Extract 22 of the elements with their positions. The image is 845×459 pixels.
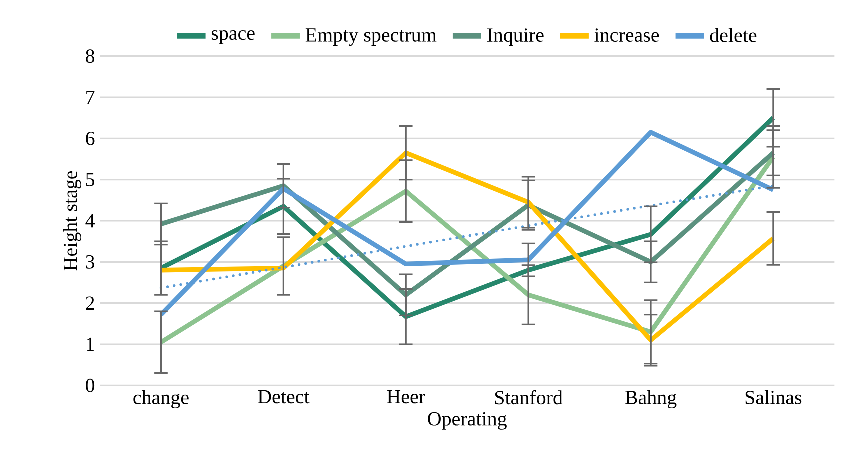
x-axis-title: Operating [428, 412, 507, 430]
y-tick-label: 1 [87, 338, 94, 352]
x-tick-label: Salinas [746, 390, 802, 404]
x-tick-label: Heer [387, 390, 426, 404]
legend-label: space [212, 30, 255, 44]
legend-label: delete [710, 28, 757, 42]
y-tick-label: 6 [86, 132, 95, 146]
x-tick-label: change [134, 390, 189, 409]
legend-label: Inquire [487, 28, 544, 46]
y-tick-label: 2 [86, 296, 94, 310]
x-tick-label: Stanford [495, 390, 563, 405]
y-tick-label: 4 [86, 214, 95, 228]
legend-label: increase [594, 28, 660, 42]
y-tick-label: 5 [86, 173, 95, 186]
x-tick-label: Bahng [625, 390, 677, 409]
legend-label: Empty spectrum [306, 28, 437, 46]
y-tick-label: 3 [86, 255, 95, 269]
y-tick-label: 0 [86, 378, 95, 392]
y-tick-label: 8 [86, 50, 95, 64]
y-axis-title: Height stage [63, 171, 82, 271]
y-tick-label: 7 [86, 90, 95, 104]
x-tick-label: Detect [258, 390, 310, 404]
